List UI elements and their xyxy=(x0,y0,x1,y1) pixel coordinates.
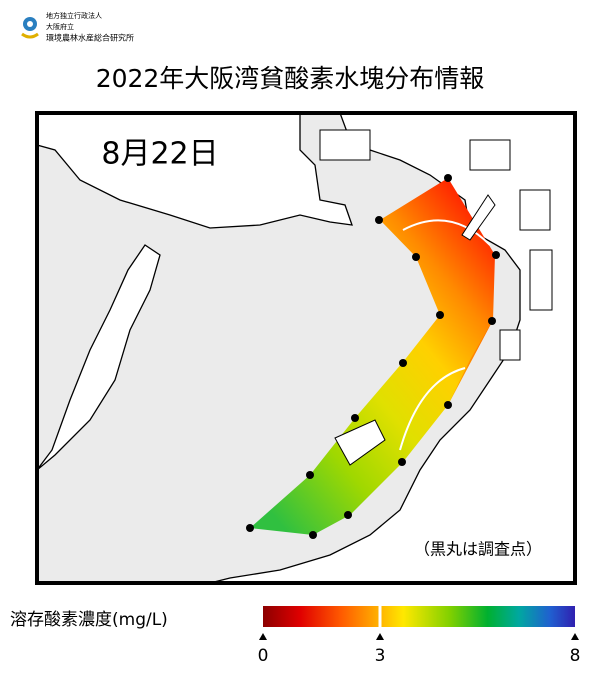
survey-points xyxy=(246,174,500,539)
survey-point xyxy=(444,174,452,182)
logo: 地方独立行政法人 大阪府立 環境農林水産総合研究所 xyxy=(21,11,134,43)
island xyxy=(334,419,386,466)
do-field xyxy=(448,320,493,405)
survey-point xyxy=(436,311,444,319)
tick-label: 0 xyxy=(258,646,269,666)
title: 2022年大阪湾貧酸素水塊分布情報 xyxy=(96,64,485,93)
logo-mark xyxy=(27,21,33,27)
survey-point xyxy=(412,253,420,261)
logo-mark xyxy=(21,32,39,39)
survey-point xyxy=(375,216,383,224)
pier xyxy=(529,249,553,311)
org-line: 環境農林水産総合研究所 xyxy=(46,33,134,43)
colorbar-label: 溶存酸素濃度(mg/L) xyxy=(10,610,168,630)
survey-point xyxy=(488,317,496,325)
survey-point xyxy=(246,524,254,532)
tick-label: 3 xyxy=(375,646,386,666)
map-frame xyxy=(35,111,577,585)
pier xyxy=(469,139,511,171)
survey-point xyxy=(399,359,407,367)
pier xyxy=(499,329,521,361)
survey-point xyxy=(344,511,352,519)
tick-mark xyxy=(571,633,579,640)
survey-point xyxy=(351,414,359,422)
pier xyxy=(319,129,371,161)
contour xyxy=(399,367,466,451)
org-line: 地方独立行政法人 xyxy=(46,11,102,20)
do-field xyxy=(250,178,495,535)
colorbar xyxy=(263,606,575,627)
island xyxy=(461,194,496,241)
survey-point xyxy=(309,531,317,539)
note: （黒丸は調査点） xyxy=(414,540,542,559)
land-peninsula xyxy=(36,244,161,583)
date: 8月22日 xyxy=(101,137,218,172)
survey-point xyxy=(492,251,500,259)
contour xyxy=(402,219,491,246)
pier xyxy=(519,189,551,231)
land-north xyxy=(36,112,353,229)
survey-point xyxy=(444,401,452,409)
survey-point xyxy=(306,471,314,479)
tick-mark xyxy=(376,633,384,640)
tick-label: 8 xyxy=(570,646,581,666)
colorbar-ticks: 0 3 8 xyxy=(258,606,581,666)
tick-mark xyxy=(259,633,267,640)
org-line: 大阪府立 xyxy=(46,22,74,31)
survey-point xyxy=(398,458,406,466)
port-structures xyxy=(319,129,553,361)
land-east xyxy=(209,112,576,584)
